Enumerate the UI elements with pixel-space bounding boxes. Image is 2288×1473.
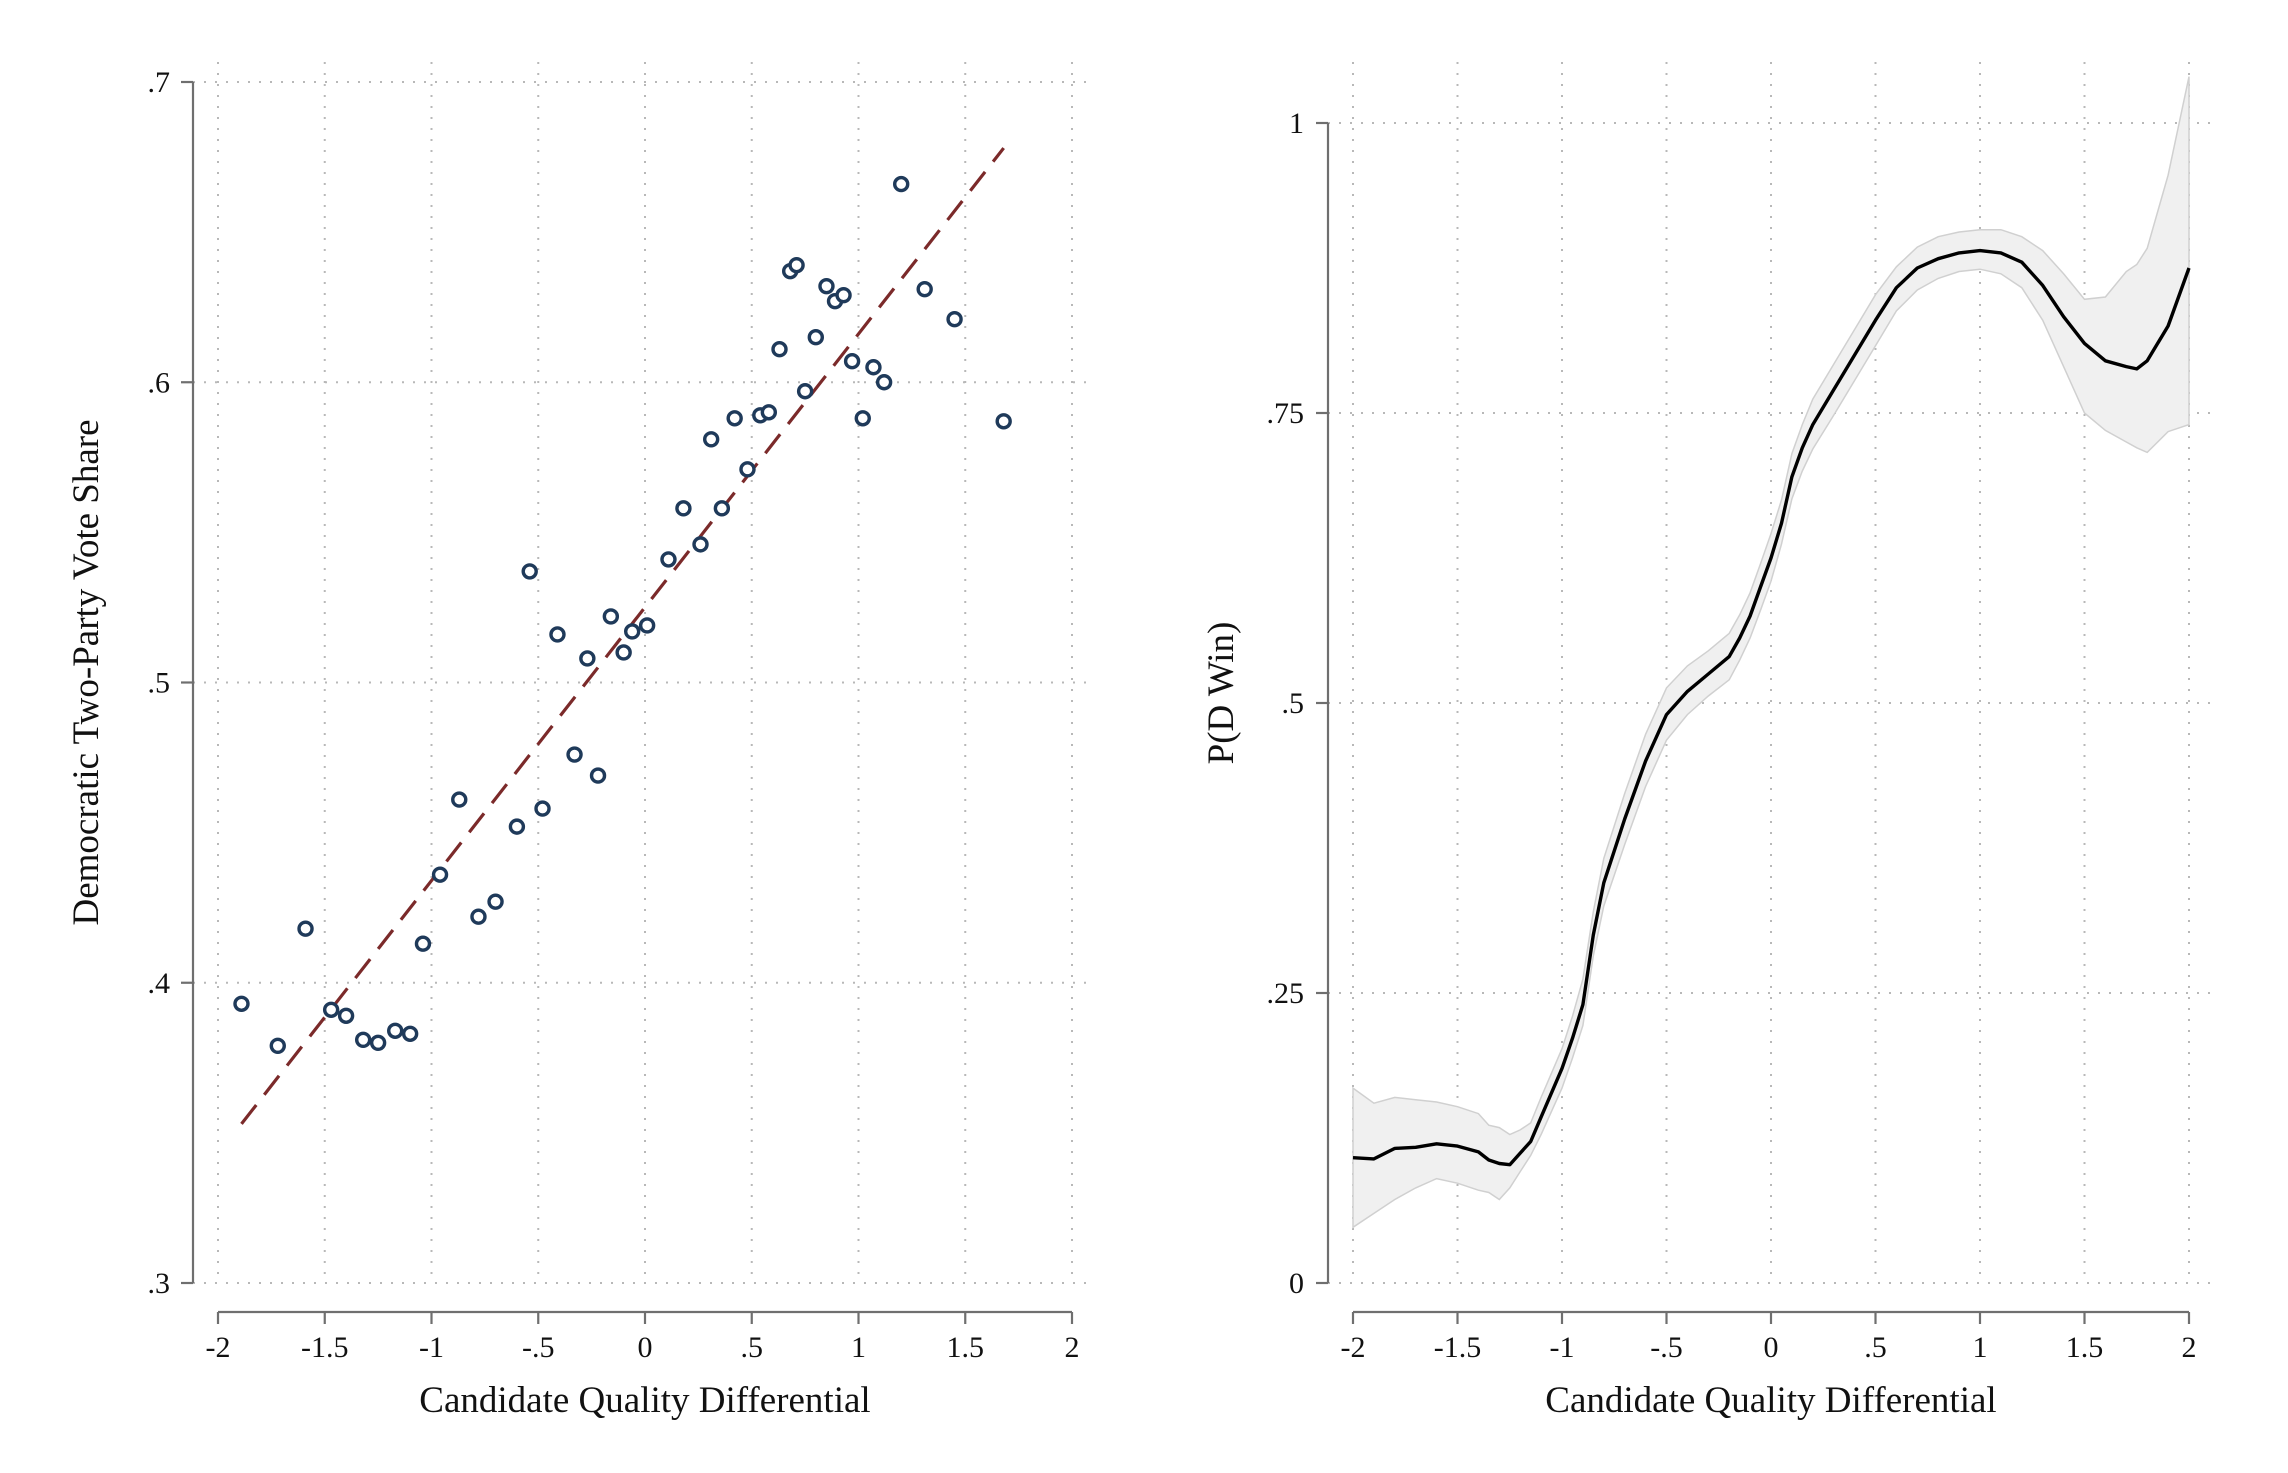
x-tick-label: 1 xyxy=(1973,1331,1988,1364)
x-tick-label: -.5 xyxy=(1650,1331,1683,1364)
grid-lines xyxy=(1328,62,2212,1284)
axes: .3 .4 .5 .6 .7 -2 -1.5 -1 -.5 0 .5 1 1.5 2 xyxy=(148,66,1080,1364)
y-axis-title: Democratic Two-Party Vote Share xyxy=(66,419,107,925)
scatter-point xyxy=(995,413,1012,430)
y-tick-label: .75 xyxy=(1267,397,1305,430)
scatter-point xyxy=(946,310,963,328)
x-tick-label: -2 xyxy=(206,1331,231,1364)
scatter-point xyxy=(451,791,468,808)
x-axis-title: Candidate Quality Differential xyxy=(1545,1380,1996,1421)
y-tick-label: .5 xyxy=(1282,687,1305,720)
probability-panel: 0 .25 .5 .75 1 -2 -1.5 -1 -.5 0 .5 1 1.5 2 Candidate Q… xyxy=(1201,62,2212,1421)
x-tick-label: -1.5 xyxy=(301,1331,349,1364)
scatter-point xyxy=(602,608,620,625)
scatter-point xyxy=(771,341,788,358)
scatter-point xyxy=(660,551,677,568)
scatter-point xyxy=(589,767,607,784)
y-tick-label: .25 xyxy=(1267,977,1305,1010)
fit-line xyxy=(240,147,1005,1125)
y-tick-label: .5 xyxy=(148,667,171,700)
x-tick-label: -1.5 xyxy=(1434,1331,1482,1364)
scatter-point xyxy=(566,746,583,763)
x-tick-label: 1 xyxy=(851,1331,866,1364)
x-tick-label: .5 xyxy=(741,1331,764,1364)
scatter-point xyxy=(893,175,910,193)
x-tick-label: 2 xyxy=(2182,1331,2197,1364)
grid-lines xyxy=(193,62,1092,1284)
scatter-point xyxy=(354,1031,372,1048)
scatter-point xyxy=(760,404,778,421)
scatter-point xyxy=(579,650,596,667)
scatter-point xyxy=(623,623,641,640)
x-tick-label: -1 xyxy=(1550,1331,1575,1364)
y-tick-label: 0 xyxy=(1289,1267,1304,1300)
x-tick-label: 1.5 xyxy=(2066,1331,2104,1364)
y-tick-label: .6 xyxy=(148,366,171,399)
scatter-point xyxy=(726,410,743,427)
axes: 0 .25 .5 .75 1 -2 -1.5 -1 -.5 0 .5 1 1.5 2 xyxy=(1267,107,2197,1364)
x-tick-label: .5 xyxy=(1864,1331,1887,1364)
scatter-point xyxy=(835,286,852,304)
scatter-point xyxy=(713,500,731,517)
y-tick-label: .3 xyxy=(148,1267,171,1300)
scatter-point xyxy=(675,500,692,517)
scatter-point xyxy=(387,1022,404,1039)
scatter-point xyxy=(807,329,824,346)
y-tick-label: 1 xyxy=(1289,107,1304,140)
scatter-point xyxy=(508,818,526,835)
scatter-point xyxy=(875,374,893,391)
scatter-point xyxy=(337,1007,355,1024)
scatter-point xyxy=(269,1037,286,1055)
scatter-point xyxy=(431,866,449,883)
scatter-point xyxy=(401,1025,419,1042)
x-tick-label: 1.5 xyxy=(947,1331,985,1364)
x-tick-label: 0 xyxy=(1764,1331,1779,1364)
scatter-point xyxy=(739,461,756,478)
x-tick-label: -.5 xyxy=(522,1331,555,1364)
scatter-point xyxy=(615,644,632,661)
x-axis-title: Candidate Quality Differential xyxy=(419,1380,870,1421)
scatter-point xyxy=(521,563,538,580)
probability-line xyxy=(1352,248,2191,1167)
scatter-point xyxy=(796,383,814,400)
scatter-point xyxy=(638,617,656,634)
scatter-point xyxy=(818,277,835,295)
scatter-point xyxy=(692,536,709,553)
x-tick-label: -2 xyxy=(1341,1331,1366,1364)
x-tick-label: -1 xyxy=(419,1331,444,1364)
y-tick-label: .4 xyxy=(148,967,171,1000)
scatter-point xyxy=(843,353,861,370)
scatter-point xyxy=(865,359,882,376)
scatter-point xyxy=(916,280,933,298)
scatter-points xyxy=(233,175,1012,1055)
x-tick-label: 2 xyxy=(1065,1331,1080,1364)
scatter-point xyxy=(549,626,566,643)
scatter-point xyxy=(322,1001,340,1018)
scatter-point xyxy=(534,800,551,817)
y-axis-title: P(D Win) xyxy=(1201,622,1242,765)
scatter-point xyxy=(788,256,805,274)
confidence-band xyxy=(1352,76,2190,1229)
scatter-point xyxy=(487,893,504,910)
scatter-panel: .3 .4 .5 .6 .7 -2 -1.5 -1 -.5 0 .5 1 1.5 2 Candidate Q… xyxy=(66,62,1092,1421)
scatter-point xyxy=(470,908,487,925)
y-tick-label: .7 xyxy=(148,66,171,99)
scatter-point xyxy=(297,920,314,937)
scatter-point xyxy=(369,1034,387,1052)
scatter-point xyxy=(414,935,432,952)
scatter-point xyxy=(854,410,871,427)
scatter-point xyxy=(702,431,720,448)
x-tick-label: 0 xyxy=(638,1331,653,1364)
scatter-point xyxy=(233,995,250,1012)
